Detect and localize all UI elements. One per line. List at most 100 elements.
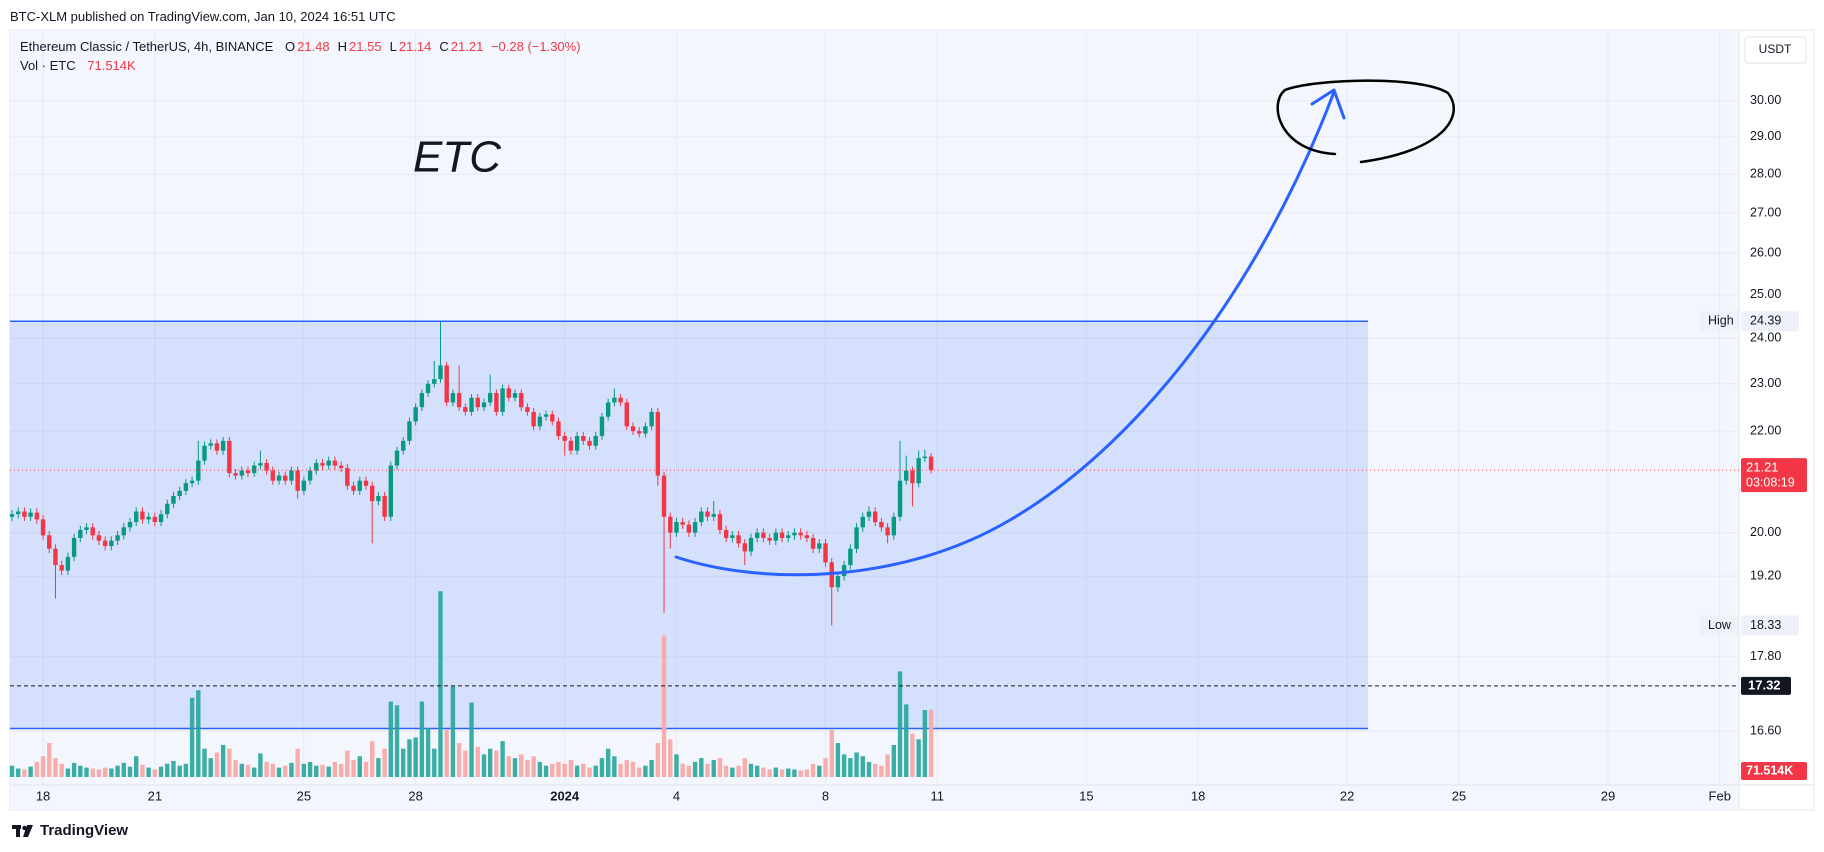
volume-bar — [519, 754, 524, 777]
volume-bar — [854, 752, 859, 777]
y-tick-label: 25.00 — [1750, 287, 1781, 301]
currency-label[interactable]: USDT — [1759, 42, 1792, 56]
volume-bar — [258, 753, 263, 777]
candle-body — [910, 470, 915, 484]
arrow-curve — [674, 90, 1336, 577]
volume-bar — [388, 701, 394, 777]
candle-body — [245, 470, 251, 474]
candle-body — [214, 443, 220, 451]
volume-bar — [587, 767, 592, 777]
volume-bar — [301, 763, 307, 777]
volume-bar — [680, 763, 685, 777]
volume-bar — [835, 743, 841, 777]
candle-body — [251, 465, 257, 474]
candle-body — [742, 543, 747, 552]
volume-bar — [792, 769, 797, 777]
plot-background — [10, 30, 1739, 810]
volume-bar — [487, 748, 493, 777]
candle-body — [196, 460, 201, 481]
volume-bar — [382, 748, 387, 777]
y-tick-label: 30.00 — [1750, 93, 1781, 107]
volume-bar — [550, 763, 555, 777]
x-tick-label: 25 — [1452, 788, 1466, 803]
x-tick-label: 18 — [36, 788, 50, 803]
volume-bar — [512, 758, 518, 777]
level-label: 17.32 — [1748, 677, 1781, 692]
candle-body — [897, 480, 903, 517]
marker-name: High — [1708, 314, 1734, 328]
candle-body — [556, 421, 561, 436]
volume-bar — [543, 765, 549, 777]
currency-button[interactable] — [1744, 36, 1807, 64]
ohlc-value: 21.21 — [450, 39, 484, 54]
volume-bar — [432, 748, 437, 777]
candle-body — [171, 495, 176, 504]
candle-body — [307, 470, 313, 481]
volume-bar — [630, 761, 636, 777]
candle-body — [189, 480, 195, 484]
volume-bar — [115, 765, 120, 777]
candle-body — [208, 443, 213, 446]
volume-bar — [264, 761, 269, 777]
grid-layer — [10, 30, 1739, 785]
candle-body — [388, 465, 394, 517]
candle-body — [177, 490, 182, 496]
candle-body — [264, 463, 269, 471]
volume-bar — [593, 765, 598, 777]
candle-body — [326, 460, 331, 466]
volume-bar — [723, 765, 729, 777]
volume-bar — [897, 671, 903, 777]
volume-bar — [637, 767, 642, 777]
volume-bar — [736, 765, 741, 777]
candle-body — [512, 393, 518, 398]
volume-bar — [376, 758, 381, 777]
volume-bar — [189, 697, 195, 777]
candle-body — [581, 435, 586, 441]
volume-bar — [786, 768, 791, 777]
volume-bar — [202, 748, 207, 777]
candle-body — [152, 516, 158, 523]
y-tick-label: 27.00 — [1750, 205, 1781, 219]
volume-bar — [674, 754, 679, 777]
volume-bar — [649, 760, 654, 777]
candle-body — [562, 435, 567, 441]
candle-body — [550, 414, 555, 422]
volume-bar — [320, 764, 325, 777]
candle-body — [792, 532, 797, 536]
y-tick-label: 22.00 — [1750, 423, 1781, 437]
volume-bar — [860, 756, 865, 777]
candle-body — [270, 470, 276, 481]
candle-body — [401, 440, 406, 451]
candle-body — [481, 402, 487, 408]
volume-bar — [910, 733, 915, 777]
volume-bar — [506, 756, 511, 777]
candle-body — [134, 511, 139, 523]
candle-body — [419, 393, 425, 408]
candle-body — [661, 475, 667, 517]
candle-body — [84, 527, 89, 530]
volume-bar — [450, 686, 456, 777]
candle-body — [47, 535, 52, 549]
volume-bar — [332, 761, 338, 777]
volume-bar — [401, 748, 406, 777]
candle-body — [40, 519, 46, 536]
volume-bar — [804, 769, 810, 777]
candle-body — [649, 411, 654, 427]
candle-body — [680, 522, 685, 525]
candle-body — [438, 365, 443, 380]
x-tick-label: 2024 — [550, 788, 580, 803]
candle-body — [65, 556, 71, 571]
candle-body — [537, 416, 543, 427]
logo-icon — [12, 824, 33, 837]
x-tick-label: 4 — [673, 788, 680, 803]
candle-body — [835, 576, 841, 588]
volume-bar — [65, 768, 71, 777]
volume-bar — [59, 763, 64, 777]
volume-bar — [444, 729, 449, 777]
change-label: −0.28 (−1.30%) — [490, 39, 581, 54]
candle-body — [736, 535, 741, 544]
y-tick-label: 16.60 — [1750, 723, 1781, 737]
candle-body — [717, 514, 723, 530]
marker-value: 18.33 — [1750, 618, 1781, 632]
